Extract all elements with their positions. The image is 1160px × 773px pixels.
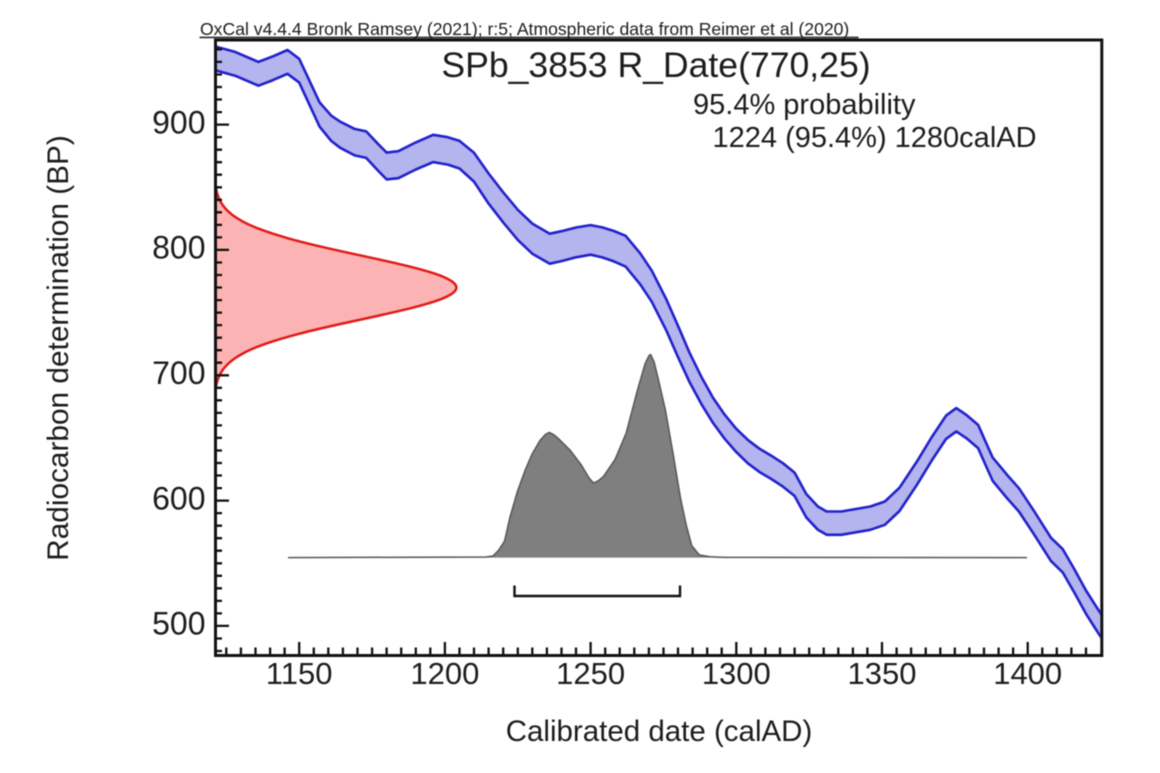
svg-text:SPb_3853 R_Date(770,25): SPb_3853 R_Date(770,25)	[441, 45, 870, 85]
svg-text:Radiocarbon determination (BP): Radiocarbon determination (BP)	[42, 135, 75, 561]
svg-text:1150: 1150	[266, 656, 333, 691]
svg-text:600: 600	[152, 480, 205, 516]
svg-text:800: 800	[152, 230, 205, 266]
svg-text:1350: 1350	[848, 656, 917, 691]
svg-text:1200: 1200	[410, 656, 479, 691]
svg-text:Calibrated date (calAD): Calibrated date (calAD)	[506, 715, 813, 748]
svg-text:700: 700	[152, 355, 205, 391]
svg-text:95.4% probability: 95.4% probability	[693, 89, 916, 121]
svg-text:1250: 1250	[556, 656, 625, 691]
svg-text:500: 500	[152, 606, 205, 642]
svg-text:1224 (95.4%) 1280calAD: 1224 (95.4%) 1280calAD	[713, 122, 1037, 154]
svg-text:1400: 1400	[993, 656, 1062, 691]
svg-text:OxCal v4.4.4 Bronk Ramsey (202: OxCal v4.4.4 Bronk Ramsey (2021); r:5; A…	[200, 19, 849, 39]
svg-text:900: 900	[152, 104, 205, 140]
svg-text:1300: 1300	[702, 656, 771, 691]
